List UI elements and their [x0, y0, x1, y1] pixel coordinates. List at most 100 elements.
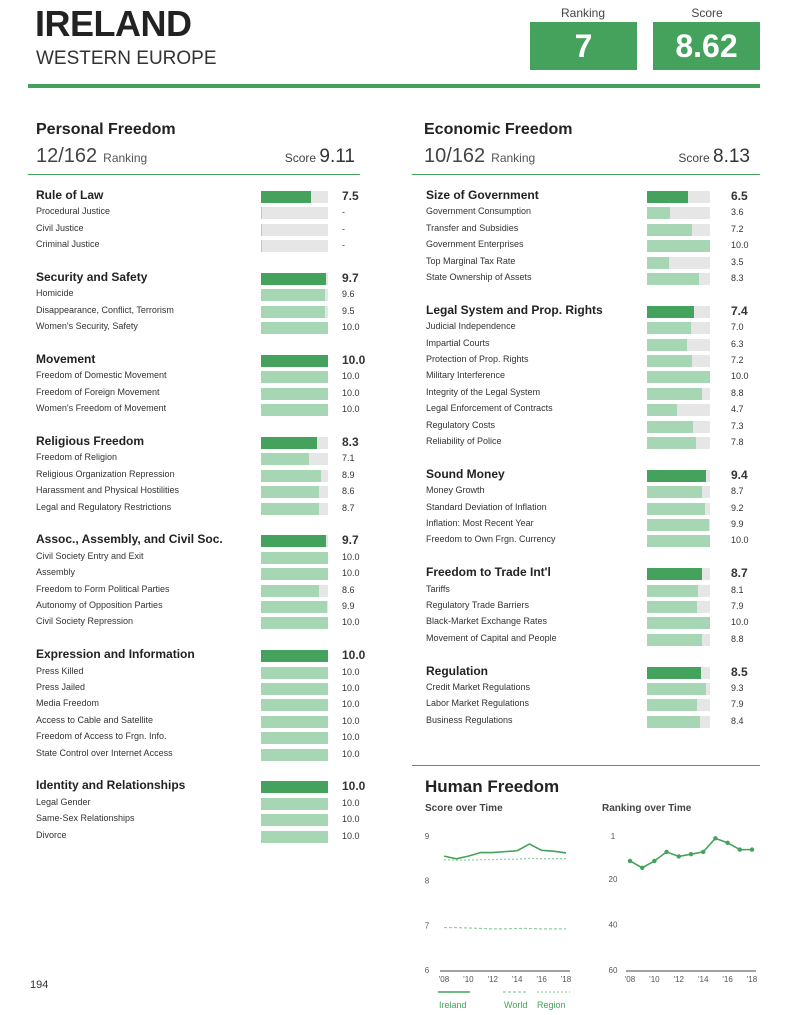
score-bar-fill [647, 387, 703, 400]
score-bar-fill [261, 322, 328, 335]
score-bar-fill [647, 486, 702, 499]
indicator-row: Regulatory Trade Barriers 7.9 [426, 600, 756, 614]
indicator-row: Freedom of Domestic Movement 10.0 [36, 370, 366, 384]
personal-freedom-title: Personal Freedom [36, 121, 176, 138]
category-label: Freedom to Trade Int'l [426, 565, 551, 580]
score-bar [647, 568, 710, 581]
economic-rank-value: 10/162 [424, 145, 486, 167]
indicator-row: Civil Justice - [36, 223, 366, 237]
indicator-score: 10.0 [342, 797, 360, 808]
indicator-row: Homicide 9.6 [36, 288, 366, 302]
score-bar [647, 404, 710, 417]
indicator-row: Impartial Courts 6.3 [426, 338, 756, 352]
indicator-score: 10.0 [342, 617, 360, 628]
category-score: 9.7 [342, 271, 359, 285]
indicator-score: 8.1 [731, 584, 744, 595]
indicator-label: Black-Market Exchange Rates [426, 616, 548, 627]
indicator-row: Reliability of Police 7.8 [426, 436, 756, 450]
score-bar-fill [647, 191, 688, 203]
ranking-chart-title: Ranking over Time [602, 803, 692, 814]
score-bar [647, 371, 710, 384]
category-row: Religious Freedom 8.3 [36, 434, 366, 450]
indicator-score: 10.0 [342, 666, 360, 677]
score-bar [261, 715, 328, 728]
y-tick-label: 7 [425, 921, 430, 930]
economic-score-value: 8.13 [713, 146, 750, 167]
indicator-row: Protection of Prop. Rights 7.2 [426, 354, 756, 368]
category-row: Movement 10.0 [36, 352, 366, 368]
human-freedom-rule [412, 765, 760, 766]
score-bar [647, 617, 710, 630]
indicator-row: Legal Gender 10.0 [36, 797, 366, 811]
score-bar [261, 617, 328, 630]
category-label: Expression and Information [36, 647, 195, 662]
personal-score-label: Score [284, 151, 317, 165]
category-row: Rule of Law 7.5 [36, 188, 366, 204]
indicator-label: Autonomy of Opposition Parties [36, 600, 163, 610]
indicator-label: Freedom of Foreign Movement [36, 386, 160, 397]
indicator-label: Harassment and Physical Hostilities [36, 485, 180, 496]
x-tick-label: '08 [625, 975, 636, 984]
indicator-score: 10.0 [342, 715, 360, 726]
indicator-score: 6.3 [731, 338, 744, 349]
indicator-row: Procedural Justice - [36, 206, 366, 220]
score-bar-fill [647, 715, 700, 728]
indicator-score: 10.0 [342, 732, 360, 743]
score-bar-fill [261, 273, 326, 285]
indicator-row: Money Growth 8.7 [426, 485, 756, 499]
indicator-row: Civil Society Repression 10.0 [36, 616, 366, 630]
score-bar [647, 437, 710, 449]
score-bar [647, 240, 710, 253]
score-bar-fill [261, 781, 328, 794]
indicator-row: Transfer and Subsidies 7.2 [426, 223, 756, 237]
score-bar-fill [261, 305, 325, 318]
indicator-label: Same-Sex Relationships [36, 813, 135, 824]
personal-freedom-score: Score 9.11 [255, 146, 355, 168]
score-bar-fill [261, 289, 326, 302]
x-tick-label: '18 [561, 975, 572, 984]
legend-world: World [504, 1000, 528, 1010]
indicator-label: Government Consumption [426, 206, 532, 217]
score-bar-fill [647, 404, 677, 417]
indicator-row: Freedom of Foreign Movement 10.0 [36, 387, 366, 401]
indicator-row: Regulatory Costs 7.3 [426, 420, 756, 434]
score-bar-fill [261, 666, 328, 679]
indicator-score: 10.0 [342, 699, 360, 710]
x-tick-label: '10 [649, 975, 660, 984]
indicator-score: 9.2 [731, 502, 744, 513]
indicator-row: Judicial Independence 7.0 [426, 321, 756, 335]
score-bar-fill [261, 568, 328, 581]
score-bar [261, 748, 328, 761]
y-tick-label: 1 [611, 832, 616, 841]
economic-score-label: Score [678, 151, 710, 165]
indicator-score: 10.0 [731, 240, 749, 251]
score-bar-fill [647, 355, 693, 367]
score-label: Score [691, 6, 723, 20]
score-bar-fill [261, 748, 328, 761]
score-bar-fill [261, 355, 328, 367]
indicator-label: Freedom of Access to Frgn. Info. [36, 731, 167, 742]
score-bar [647, 633, 710, 646]
indicator-score: 9.9 [342, 601, 355, 611]
indicator-row: Press Killed 10.0 [36, 666, 366, 680]
indicator-label: Procedural Justice [36, 206, 111, 217]
score-bar-fill [261, 207, 262, 220]
score-bar [261, 305, 328, 318]
score-bar [647, 584, 710, 597]
indicator-label: Freedom to Form Political Parties [36, 583, 170, 594]
indicator-row: Legal and Regulatory Restrictions 8.7 [36, 502, 366, 516]
score-bar-fill [261, 486, 319, 499]
indicator-label: Military Interference [426, 370, 506, 381]
score-bar-fill [261, 830, 328, 843]
economic-freedom-rank: 10/162 Ranking [424, 145, 535, 168]
category-score: 10.0 [342, 779, 366, 794]
indicator-row: Top Marginal Tax Rate 3.5 [426, 256, 756, 270]
score-bar-fill [647, 502, 705, 515]
score-bar [261, 273, 328, 285]
indicator-label: Freedom of Religion [36, 452, 118, 463]
score-bar-fill [261, 797, 328, 810]
category-row: Size of Government 6.5 [426, 188, 756, 204]
indicator-label: Top Marginal Tax Rate [426, 255, 516, 266]
score-bar-fill [261, 617, 328, 630]
